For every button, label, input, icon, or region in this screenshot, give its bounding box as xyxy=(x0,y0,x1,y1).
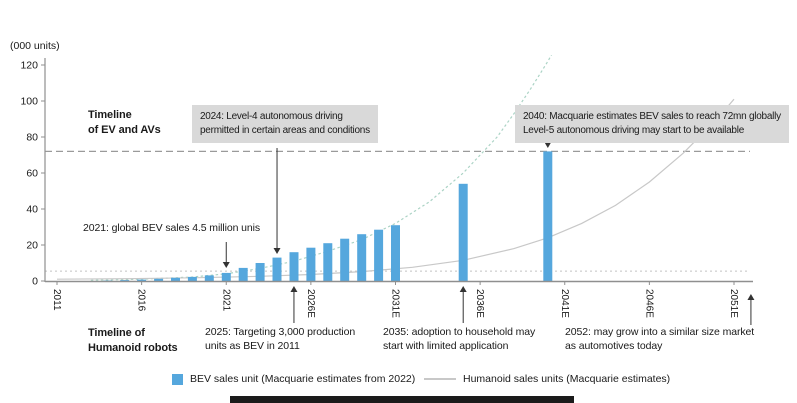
bev-bar-2015 xyxy=(120,280,130,282)
arrow-2040-box-to-bar-arrowhead xyxy=(544,142,552,148)
bev-bar-2040 xyxy=(543,151,553,281)
humanoid-timeline-label-line2: Humanoid robots xyxy=(88,341,178,354)
y-tick-label-0: 0 xyxy=(32,276,38,288)
y-tick-label-60: 60 xyxy=(26,168,38,180)
y-axis-units-label: (000 units) xyxy=(10,40,60,52)
arrow-2035-note-to-axis-arrowhead xyxy=(459,286,467,292)
bev-bar-2035 xyxy=(458,183,468,281)
annotation-2025-line2: units as BEV in 2011 xyxy=(205,339,300,352)
y-tick-label-100: 100 xyxy=(20,96,38,108)
annotation-box-2024-line1: 2024: Level-4 autonomous driving xyxy=(200,111,343,122)
annotation-box-2040-line1: 2040: Macquarie estimates BEV sales to r… xyxy=(523,111,781,122)
x-tick-label-2041E: 2041E xyxy=(559,289,570,318)
annotation-box-2040-line2: Level-5 autonomous driving may start to … xyxy=(523,125,745,137)
bev-bar-2018 xyxy=(171,277,180,281)
annotation-box-2024-line2: permitted in certain areas and condition… xyxy=(200,125,370,137)
bev-bar-2027 xyxy=(323,243,333,281)
arrow-2021-note-to-bar-arrowhead xyxy=(222,262,230,268)
annotation-box-2024: 2024: Level-4 autonomous driving permitt… xyxy=(192,105,378,144)
bev-bar-2030 xyxy=(374,229,384,281)
annotation-box-2040: 2040: Macquarie estimates BEV sales to r… xyxy=(515,105,789,144)
bev-bar-2019 xyxy=(187,276,197,281)
arrow-2025-note-to-axis-arrowhead xyxy=(290,286,298,292)
annotation-2035-line2: start with limited application xyxy=(383,339,509,352)
bev-legend-swatch xyxy=(172,373,183,385)
x-tick-label-2031E: 2031E xyxy=(390,289,401,318)
annotation-2025-production: 2025: Targeting 3,000 production units a… xyxy=(205,326,355,354)
bev-trend-curve xyxy=(90,55,553,281)
arrow-2052-note-to-axis-arrowhead xyxy=(747,294,755,300)
bev-legend-label: BEV sales unit (Macquarie estimates from… xyxy=(190,373,416,385)
x-tick-label-2021: 2021 xyxy=(220,289,231,312)
annotation-2052-line2: as automotives today xyxy=(565,339,663,352)
x-tick-label-2046E: 2046E xyxy=(643,289,654,318)
y-tick-label-80: 80 xyxy=(26,132,38,144)
humanoid-timeline-label-line1: Timeline of xyxy=(88,327,145,339)
bev-bar-2023 xyxy=(255,263,265,281)
x-tick-label-2036E: 2036E xyxy=(474,289,485,318)
x-tick-label-2026E: 2026E xyxy=(305,289,316,318)
x-tick-label-2051E: 2051E xyxy=(728,289,739,318)
bev-bar-2021 xyxy=(221,272,231,281)
bev-bar-2022 xyxy=(238,267,248,281)
y-tick-label-40: 40 xyxy=(26,204,38,216)
annotation-2052-market: 2052: may grow into a similar size marke… xyxy=(565,326,754,354)
humanoid-legend-swatch xyxy=(424,378,456,380)
bev-bar-2026 xyxy=(306,247,316,281)
bev-bar-2020 xyxy=(204,275,214,281)
y-tick-label-20: 20 xyxy=(26,240,38,252)
annotation-2052-line1: 2052: may grow into a similar size marke… xyxy=(565,326,755,338)
footer-bar-cropped xyxy=(230,396,574,403)
bev-bar-2029 xyxy=(357,234,367,281)
bev-bar-2016 xyxy=(137,279,147,281)
ev-timeline-label: Timeline of EV and AVs xyxy=(88,108,161,137)
x-tick-label-2016: 2016 xyxy=(136,289,147,312)
annotation-2025-line1: 2025: Targeting 3,000 production xyxy=(205,326,356,338)
y-tick-label-120: 120 xyxy=(20,60,38,72)
humanoid-timeline-label: Timeline of Humanoid robots xyxy=(88,326,178,355)
bev-bar-2017 xyxy=(154,278,164,281)
legend-item-humanoid: Humanoid sales units (Macquarie estimate… xyxy=(424,373,670,385)
ev-timeline-label-line2: of EV and AVs xyxy=(88,123,161,136)
x-tick-label-2011: 2011 xyxy=(51,289,62,311)
annotation-2021-bev-sales: 2021: global BEV sales 4.5 million unis xyxy=(83,222,261,234)
bev-bar-2024 xyxy=(272,257,282,281)
bev-bar-2028 xyxy=(340,238,350,281)
humanoid-legend-label: Humanoid sales units (Macquarie estimate… xyxy=(463,373,671,385)
ev-timeline-label-line1: Timeline xyxy=(88,109,132,121)
bev-bar-2025 xyxy=(289,252,299,281)
annotation-2035-adoption: 2035: adoption to household may start wi… xyxy=(383,326,535,354)
legend-item-bev: BEV sales unit (Macquarie estimates from… xyxy=(172,373,415,385)
arrow-2024-box-to-bar-arrowhead xyxy=(273,248,281,254)
annotation-2035-line1: 2035: adoption to household may xyxy=(383,326,536,338)
bev-bar-2031 xyxy=(391,225,400,281)
